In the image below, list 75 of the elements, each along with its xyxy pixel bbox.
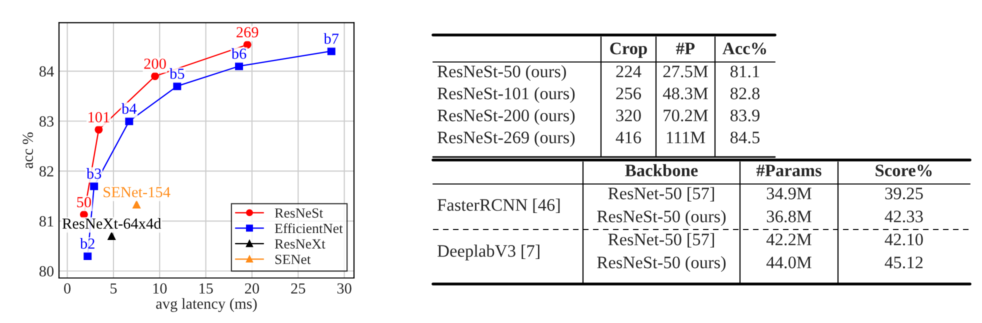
text: 320 (616, 110, 641, 122)
x-tick-label: 30 (337, 283, 352, 294)
text: 34.9M (766, 188, 812, 200)
y-tick-label: 81 (39, 216, 54, 226)
legend-label: EfficientNet (274, 223, 343, 234)
annotation: 101 (88, 112, 110, 122)
text: 83.9 (730, 110, 760, 122)
point (108, 232, 116, 240)
text: 81.1 (730, 66, 760, 78)
text: ResNeSt-101 (ours) (438, 87, 575, 103)
text: 256 (616, 88, 642, 100)
y-axis-title: acc % (22, 132, 34, 168)
x-tick-label: 0 (64, 283, 71, 294)
category-label: Crop (610, 42, 647, 58)
point (173, 82, 182, 90)
text: 44.0M (766, 256, 812, 268)
text: ResNet-50 [57] (608, 187, 714, 202)
y-tick-label: 83 (39, 116, 54, 127)
category-label: #Params (756, 164, 822, 176)
x-tick-label: 15 (200, 283, 213, 294)
x-tick-label: 25 (291, 283, 306, 294)
text: 45.12 (884, 256, 923, 268)
point (84, 252, 92, 260)
category-label: #P (676, 42, 695, 54)
y-tick-label: 84 (39, 66, 54, 77)
point (90, 182, 98, 190)
point (132, 200, 141, 209)
text: ResNeSt-269 (ours) (438, 131, 575, 147)
legend-label: ResNeXt (274, 239, 326, 249)
annotation: b4 (122, 103, 137, 114)
text: ResNeSt-50 (ours) (597, 256, 726, 272)
annotation: 269 (236, 27, 258, 38)
text: 42.33 (884, 210, 923, 222)
text: ResNeSt-50 (ours) (438, 65, 566, 81)
category-label: Backbone (625, 164, 698, 176)
y-tick-label: 80 (39, 266, 54, 276)
text: 111M (666, 132, 706, 144)
point (94, 126, 103, 134)
text: DeeplabV3 [7] (438, 244, 540, 260)
text: FasterRCNN [46] (438, 198, 560, 213)
annotation: ResNeXt-64x4d (62, 218, 162, 229)
text: 82.8 (730, 88, 760, 100)
text: 224 (616, 66, 642, 78)
annotation: b3 (86, 168, 102, 179)
text: 48.3M (662, 88, 708, 100)
annotation: b2 (80, 238, 94, 249)
y-tick-label: 82 (39, 166, 54, 177)
point (125, 117, 134, 126)
x-tick-label: 5 (110, 283, 117, 294)
category-label: Score% (876, 164, 932, 176)
x-tick-label: 10 (153, 283, 167, 294)
text: 416 (616, 132, 642, 144)
text: 42.2M (766, 234, 812, 246)
text: 70.2M (664, 110, 708, 122)
legend-label: ResNeSt (274, 208, 324, 218)
annotation: b7 (324, 33, 339, 44)
text: 39.25 (885, 188, 923, 200)
legend-label: SENet (275, 254, 311, 264)
annotation: b6 (231, 48, 246, 59)
x-axis-title: avg latency (ms) (156, 298, 257, 312)
text: ResNeSt-50 (ours) (597, 210, 726, 226)
text: ResNeSt-200 (ours) (438, 109, 575, 125)
text: 84.5 (730, 132, 760, 144)
text: 27.5M (663, 66, 708, 78)
point (243, 40, 252, 49)
point (151, 72, 160, 80)
text: 36.8M (766, 210, 812, 222)
annotation: SENet-154 (104, 187, 170, 198)
text: 42.10 (884, 234, 923, 246)
x-tick-label: 20 (245, 283, 260, 294)
category-label: Acc% (722, 42, 766, 54)
annotation: 200 (144, 58, 166, 69)
annotation: 50 (77, 196, 91, 208)
text: ResNet-50 [57] (608, 233, 714, 248)
annotation: b5 (170, 68, 184, 79)
